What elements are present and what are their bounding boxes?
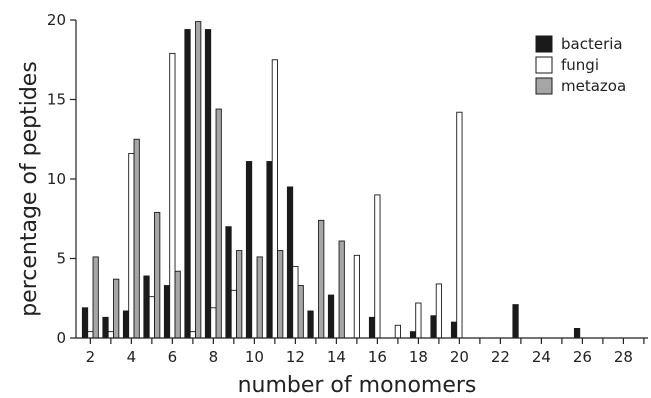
bar-fungi-2 — [87, 331, 94, 339]
bar-metazoa-12 — [297, 285, 304, 339]
bar-bacteria-10 — [245, 161, 253, 339]
bar-bacteria-8 — [204, 29, 212, 339]
bar-bacteria-11 — [266, 161, 273, 339]
bar-bacteria-16 — [368, 316, 376, 339]
bar-metazoa-9 — [236, 250, 243, 339]
legend: bacteria fungi metazoa — [535, 35, 626, 95]
bar-fungi-17 — [394, 324, 401, 339]
bar-bacteria-6 — [163, 285, 171, 339]
x-tick-label-16: 16 — [368, 348, 387, 366]
bar-fungi-4 — [128, 153, 135, 339]
x-tick-label-28: 28 — [614, 348, 633, 366]
bar-bacteria-5 — [143, 275, 150, 339]
bar-bacteria-19 — [430, 315, 437, 339]
x-tick-label-20: 20 — [450, 348, 469, 366]
bar-bacteria-23 — [512, 304, 519, 339]
bar-fungi-9 — [230, 289, 237, 339]
bar-fungi-11 — [271, 59, 278, 339]
bar-fungi-12 — [292, 266, 299, 339]
bar-bacteria-14 — [327, 294, 335, 339]
bar-bacteria-26 — [573, 328, 581, 339]
bar-metazoa-14 — [338, 240, 345, 339]
legend-label-metazoa: metazoa — [561, 77, 626, 95]
bars-group — [81, 21, 581, 339]
x-tick-label-14: 14 — [327, 348, 346, 366]
bar-bacteria-13 — [307, 310, 314, 339]
x-tick-label-22: 22 — [491, 348, 510, 366]
bar-metazoa-8 — [215, 108, 222, 339]
bar-metazoa-5 — [154, 211, 161, 339]
y-tick-label-10: 10 — [47, 170, 66, 188]
x-tick-label-12: 12 — [286, 348, 305, 366]
y-tick-label-5: 5 — [56, 250, 66, 268]
bar-fungi-18 — [415, 302, 422, 339]
bar-fungi-16 — [374, 194, 381, 339]
legend-swatch-fungi — [535, 56, 553, 74]
bar-metazoa-11 — [277, 250, 284, 339]
bar-bacteria-12 — [286, 186, 294, 339]
bar-fungi-7 — [189, 331, 196, 339]
legend-label-bacteria: bacteria — [561, 35, 623, 53]
bar-fungi-20 — [456, 111, 463, 339]
bar-metazoa-7 — [195, 21, 202, 339]
x-tick-label-6: 6 — [168, 348, 178, 366]
y-axis-title: percentage of peptides — [17, 61, 42, 317]
x-axis-title: number of monomers — [238, 373, 477, 398]
bar-metazoa-3 — [113, 278, 120, 339]
bar-metazoa-6 — [174, 270, 181, 339]
y-tick-label-15: 15 — [47, 91, 66, 109]
y-tick-label-0: 0 — [56, 329, 66, 347]
y-tick-label-20: 20 — [47, 11, 66, 29]
bar-fungi-6 — [169, 52, 176, 339]
x-tick-label-18: 18 — [409, 348, 428, 366]
bar-bacteria-20 — [450, 321, 458, 339]
x-tick-label-10: 10 — [245, 348, 264, 366]
legend-swatch-bacteria — [535, 35, 553, 53]
bar-metazoa-10 — [256, 256, 263, 339]
legend-swatch-metazoa — [535, 77, 553, 95]
bar-fungi-19 — [435, 283, 443, 339]
bar-bacteria-18 — [409, 331, 417, 339]
x-tick-label-2: 2 — [86, 348, 96, 366]
bar-metazoa-13 — [318, 219, 325, 339]
bar-bacteria-4 — [122, 310, 130, 339]
x-tick-label-8: 8 — [209, 348, 219, 366]
bar-fungi-5 — [148, 296, 155, 339]
x-tick-label-24: 24 — [532, 348, 551, 366]
bar-bacteria-2 — [81, 307, 89, 339]
bar-metazoa-2 — [92, 256, 99, 339]
bar-fungi-3 — [107, 331, 114, 339]
bar-bacteria-9 — [225, 226, 232, 339]
bar-fungi-15 — [353, 254, 360, 339]
x-tick-label-4: 4 — [127, 348, 137, 366]
legend-label-fungi: fungi — [561, 56, 599, 74]
bar-metazoa-4 — [133, 138, 140, 339]
bar-bacteria-3 — [102, 316, 109, 339]
bar-fungi-8 — [210, 307, 217, 339]
x-tick-label-26: 26 — [573, 348, 592, 366]
bar-bacteria-7 — [184, 29, 191, 339]
